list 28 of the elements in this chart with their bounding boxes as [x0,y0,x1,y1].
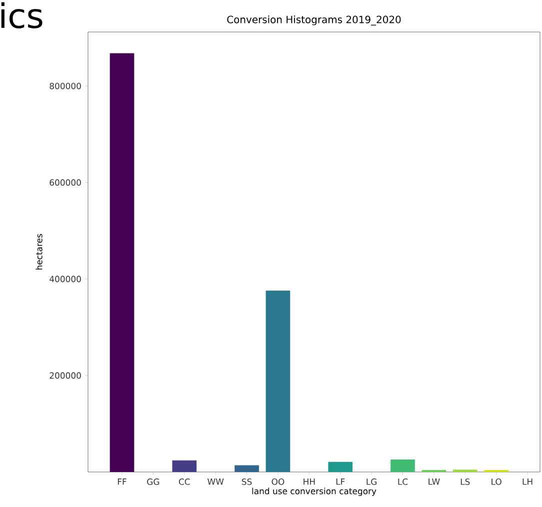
x-axis-title: land use conversion category [252,488,376,496]
y-tick-label: 200000 [50,372,81,379]
x-tick-label: OO [272,478,284,485]
x-tick-label: FF [118,478,126,485]
y-tick-label: 400000 [50,276,81,282]
x-tick-label: LC [398,478,408,485]
x-tick-label: LG [366,478,377,485]
x-tick-label: CC [178,478,190,485]
bar [328,462,353,472]
x-tick-label: LF [336,478,345,485]
x-tick-label: WW [208,478,224,485]
x-tick-label: GG [147,478,160,485]
text: ics [1,2,42,28]
y-axis-title: hectares [36,234,42,270]
x-tick-label: LO [492,478,502,485]
chart-title: Conversion Histograms 2019_2020 [227,16,401,26]
bar [390,459,415,472]
bar [234,465,259,472]
y-tick-label: 600000 [50,179,81,186]
x-tick-label: LH [522,478,532,485]
bar [110,53,134,472]
bar [172,460,197,472]
x-tick-label: LS [460,478,470,485]
x-tick-label: HH [304,478,315,485]
x-tick-label: LW [428,478,440,485]
x-tick-label: SS [242,478,252,485]
bar [266,290,290,472]
y-tick-label: 800000 [50,82,81,90]
